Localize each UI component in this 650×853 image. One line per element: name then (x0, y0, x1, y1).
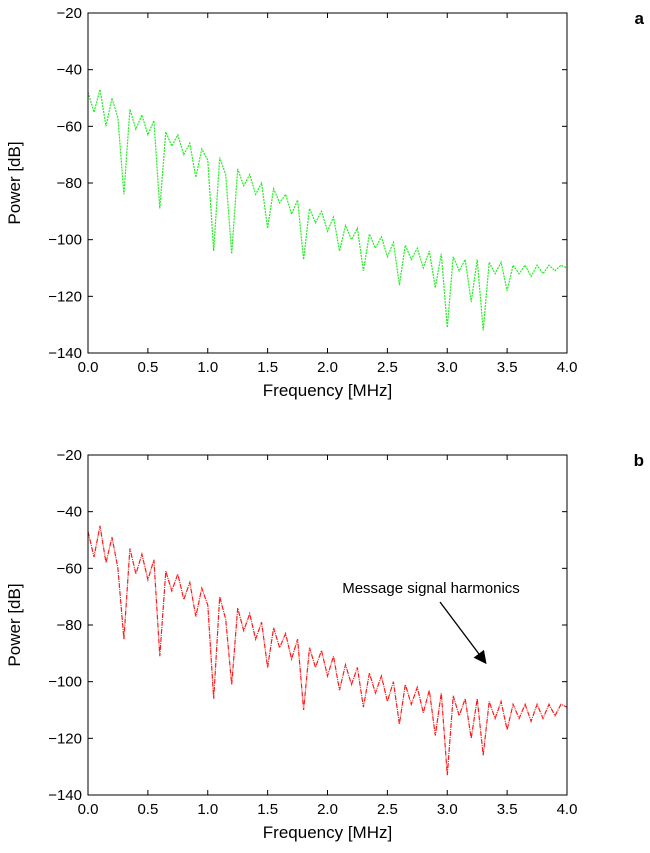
y-tick-label: −140 (48, 787, 82, 804)
x-tick-label: 0.5 (137, 801, 158, 818)
y-tick-label: −60 (57, 118, 82, 135)
x-tick-label: 1.5 (257, 801, 278, 818)
y-tick-label: −60 (57, 560, 82, 577)
annotation: Message signal harmonics (342, 580, 520, 597)
spectrum-line (87, 525, 568, 776)
y-tick-label: −20 (57, 447, 82, 464)
x-axis-label: Frequency [MHz] (263, 381, 392, 400)
x-tick-label: 4.0 (557, 359, 578, 376)
x-axis-label: Frequency [MHz] (263, 823, 392, 842)
x-tick-label: 3.5 (497, 359, 518, 376)
x-tick-label: 1.0 (197, 359, 218, 376)
x-tick-label: 0.0 (78, 801, 99, 818)
y-tick-label: −100 (48, 674, 82, 691)
y-tick-label: −140 (48, 345, 82, 362)
x-tick-label: 3.0 (437, 359, 458, 376)
panel-label: b (634, 451, 644, 470)
x-tick-label: 0.5 (137, 359, 158, 376)
x-tick-label: 3.0 (437, 801, 458, 818)
y-axis-label: Power [dB] (5, 141, 24, 224)
y-tick-label: −120 (48, 288, 82, 305)
y-axis-label: Power [dB] (5, 583, 24, 666)
x-tick-label: 0.0 (78, 359, 99, 376)
y-tick-label: −120 (48, 730, 82, 747)
y-tick-label: −80 (57, 617, 82, 634)
x-tick-label: 2.5 (377, 359, 398, 376)
plot-frame (87, 12, 568, 354)
y-tick-label: −80 (57, 175, 82, 192)
x-tick-label: 1.0 (197, 801, 218, 818)
x-tick-label: 2.0 (317, 359, 338, 376)
y-tick-label: −20 (57, 5, 82, 22)
plot-frame (87, 454, 568, 796)
x-tick-label: 2.5 (377, 801, 398, 818)
spectrum-line (87, 89, 568, 331)
y-tick-label: −40 (57, 504, 82, 521)
annotation-arrow (439, 601, 487, 665)
x-tick-label: 3.5 (497, 801, 518, 818)
y-tick-label: −100 (48, 232, 82, 249)
panel-label: a (635, 9, 645, 28)
x-tick-label: 1.5 (257, 359, 278, 376)
x-tick-label: 2.0 (317, 801, 338, 818)
x-tick-label: 4.0 (557, 801, 578, 818)
y-tick-label: −40 (57, 62, 82, 79)
